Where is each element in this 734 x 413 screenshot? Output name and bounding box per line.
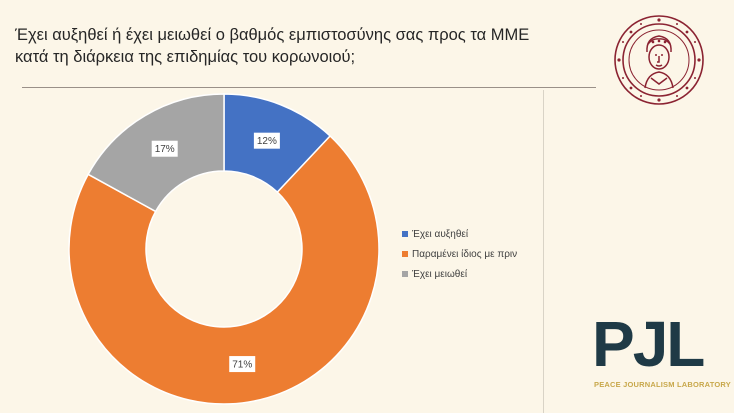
pjl-subtitle: PEACE JOURNALISM LABORATORY [594, 380, 731, 389]
title-line-1: Έχει αυξηθεί ή έχει μειωθεί ο βαθμός εμπ… [15, 26, 530, 44]
title-divider [22, 87, 596, 88]
legend-label-same: Παραμένει ίδιος με πριν [412, 248, 518, 260]
legend-label-increased: Έχει αυξηθεί [412, 228, 469, 240]
pjl-wordmark: PJL [592, 308, 705, 380]
data-label-box-increased [253, 132, 280, 149]
legend-label-decreased: Έχει μειωθεί [412, 268, 468, 280]
slice-same [68, 134, 380, 405]
data-label-increased: 12% [253, 132, 280, 149]
data-label-box-decreased [151, 140, 178, 157]
data-label-decreased: 17% [151, 140, 178, 157]
legend-swatch-increased [402, 231, 408, 237]
university-seal-icon [614, 15, 704, 105]
legend-swatch-decreased [402, 271, 408, 277]
chart-legend: Έχει αυξηθεί Παραμένει ίδιος με πριν Έχε… [402, 224, 517, 284]
legend-item-decreased: Έχει μειωθεί [402, 264, 517, 284]
legend-swatch-same [402, 251, 408, 257]
donut-chart: 12% 71% 17% [68, 93, 380, 405]
title-line-2: κατά τη διάρκεια της επιδημίας του κορων… [15, 48, 356, 66]
data-label-text-decreased: 17% [155, 144, 175, 155]
chart-panel: 12% 71% 17% Έχει αυξηθεί Παραμένει ίδιος μ… [0, 90, 544, 413]
data-label-box-same [229, 356, 256, 373]
pjl-logo: PJL PEACE JOURNALISM LABORATORY [592, 308, 731, 392]
data-label-text-increased: 12% [257, 136, 277, 147]
data-label-same: 71% [229, 356, 256, 373]
slide-title: Έχει αυξηθεί ή έχει μειωθεί ο βαθμός εμπ… [15, 24, 585, 68]
legend-item-same: Παραμένει ίδιος με πριν [402, 244, 517, 264]
legend-item-increased: Έχει αυξηθεί [402, 224, 517, 244]
data-label-text-same: 71% [232, 360, 252, 371]
